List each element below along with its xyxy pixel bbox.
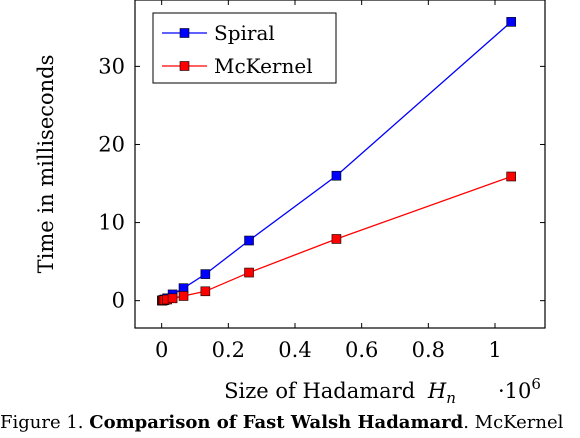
data-point-spiral <box>200 269 211 279</box>
data-point-mckernel <box>200 286 211 297</box>
data-point-spiral <box>506 17 516 27</box>
caption-rest: . McKernel <box>463 412 564 433</box>
y-tick-label: 30 <box>98 54 125 78</box>
data-point-mckernel <box>178 291 189 301</box>
y-axis-label: Time in milliseconds <box>34 55 58 274</box>
data-point-mckernel <box>167 293 178 304</box>
data-point-spiral <box>244 235 254 246</box>
y-tick-label: 20 <box>98 132 125 156</box>
legend-label-mckernel: McKernel <box>214 54 313 78</box>
series-layer <box>157 17 516 306</box>
data-point-mckernel <box>331 234 342 244</box>
legend-box <box>152 12 337 84</box>
caption-prefix: Figure 1. <box>0 412 90 433</box>
x-tick-label: 0.2 <box>212 338 245 362</box>
legend-label-spiral: Spiral <box>214 21 275 45</box>
y-tick-label: 10 <box>98 211 125 235</box>
plot-frame <box>134 0 546 329</box>
x-tick-label: 0.4 <box>278 338 311 362</box>
legend-marker-spiral <box>179 28 190 38</box>
y-tick-label: 0 <box>112 289 125 313</box>
legend: Spiral McKernel <box>152 12 337 84</box>
x-tick-label: 0 <box>155 338 168 362</box>
caption-bold: Comparison of Fast Walsh Hadamard <box>89 412 464 433</box>
legend-marker-mckernel <box>179 61 190 71</box>
x-tick-label: 0.6 <box>345 338 378 362</box>
figure-caption: Figure 1. Comparison of Fast Walsh Hadam… <box>0 412 580 438</box>
data-point-spiral <box>331 170 342 181</box>
x-tick-label: 0.8 <box>412 338 445 362</box>
x-tick-label: 1 <box>488 338 501 362</box>
data-point-mckernel <box>244 267 254 278</box>
x-axis-label: Size of Hadamard Hn <box>224 379 456 407</box>
data-point-mckernel <box>506 171 516 182</box>
x-axis-multiplier: ·106 <box>498 375 541 403</box>
